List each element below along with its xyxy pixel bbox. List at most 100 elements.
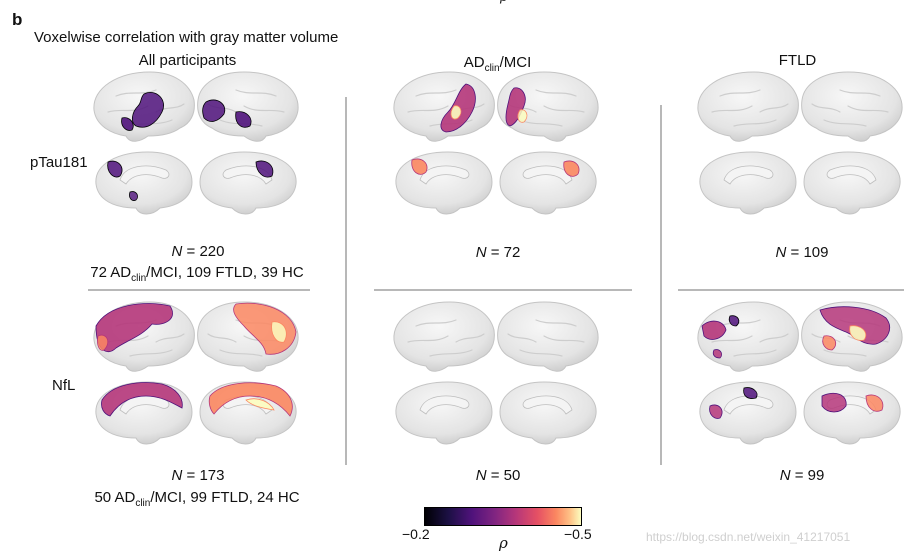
- sulcus-line: [115, 89, 157, 97]
- medial-left-hemisphere: [395, 151, 493, 215]
- correlation-cluster: [202, 99, 226, 122]
- sulcus-line: [759, 333, 789, 343]
- sulcus-line: [219, 349, 263, 357]
- brain-nfl-adclin: [393, 301, 599, 445]
- correlation-cluster: [101, 382, 183, 417]
- panel-letter: b: [12, 10, 23, 29]
- row-label-ptau181: pTau181: [30, 154, 88, 171]
- sulcus-line: [543, 105, 585, 113]
- sulcus-line: [429, 349, 473, 357]
- medial-right-hemisphere: [803, 381, 901, 445]
- column-title-ftld: FTLD: [778, 52, 817, 69]
- sulcus-line: [155, 333, 185, 343]
- sulcus-line: [535, 89, 577, 97]
- correlation-cluster: [245, 398, 275, 411]
- lateral-left-hemisphere: [697, 301, 799, 372]
- lateral-right-hemisphere: [801, 71, 903, 142]
- sulcus-line: [719, 89, 761, 97]
- sulcus-line: [129, 349, 173, 357]
- sulcus-line: [711, 335, 753, 343]
- corpus-callosum-left: [723, 395, 774, 415]
- column-divider-left: [345, 97, 347, 465]
- correlation-cluster: [208, 382, 293, 417]
- corpus-callosum-left: [419, 165, 470, 185]
- sulcus-line: [823, 119, 867, 127]
- sulcus-line: [811, 103, 841, 113]
- correlation-cluster: [822, 335, 837, 351]
- brain-ptau181-all: [93, 71, 299, 215]
- correlation-cluster: [701, 320, 727, 340]
- n-detail-nfl-all: 50 ADclin/MCI, 99 FTLD, 24 HC: [94, 489, 300, 509]
- corpus-callosum-left: [419, 395, 470, 415]
- corpus-callosum-right: [826, 165, 877, 185]
- medial-right-hemisphere: [199, 151, 297, 215]
- brain-ptau181-ftld: [697, 71, 903, 215]
- correlation-cluster: [712, 349, 722, 359]
- corpus-callosum-right: [522, 395, 573, 415]
- correlation-cluster: [107, 160, 123, 178]
- n-nfl-ftld: N = 99: [779, 467, 825, 484]
- sulcus-line: [759, 103, 789, 113]
- row-label-nfl: NfL: [52, 377, 76, 394]
- n-nfl-adclin: N = 50: [475, 467, 521, 484]
- figure-title: Voxelwise correlation with gray matter v…: [34, 29, 339, 46]
- correlation-cluster: [235, 111, 252, 128]
- sulcus-line: [455, 333, 485, 343]
- correlation-cluster: [97, 334, 109, 351]
- correlation-cluster: [505, 87, 526, 127]
- sulcus-line: [733, 119, 777, 127]
- brain-nfl-all: [93, 301, 299, 445]
- brain-nfl-ftld: [697, 301, 903, 445]
- correlation-cluster: [517, 109, 528, 123]
- corpus-callosum-left: [723, 165, 774, 185]
- lateral-left-hemisphere: [697, 71, 799, 142]
- medial-right-hemisphere: [803, 151, 901, 215]
- colorbar-axis-label: ρ: [499, 534, 508, 552]
- column-title-adclin-mci: ADclin/MCI: [463, 54, 532, 74]
- correlation-cluster: [709, 404, 723, 419]
- correlation-cluster: [132, 92, 164, 128]
- colorbar: [424, 507, 582, 526]
- n-ptau181-adclin: N = 72: [475, 244, 521, 261]
- lateral-right-hemisphere: [197, 71, 299, 142]
- colorbar-max-label: −0.5: [564, 526, 592, 542]
- lateral-right-hemisphere: [497, 301, 599, 372]
- correlation-cluster: [563, 160, 580, 177]
- correlation-cluster: [255, 160, 274, 178]
- n-nfl-all: N = 173: [171, 467, 225, 484]
- correlation-cluster: [95, 303, 173, 352]
- brain-ptau181-adclin: [393, 71, 599, 215]
- sulcus-line: [847, 105, 889, 113]
- n-ptau181-ftld: N = 109: [775, 244, 829, 261]
- sulcus-line: [507, 333, 537, 343]
- row-divider-col1: [88, 289, 310, 291]
- sulcus-line: [415, 89, 457, 97]
- sulcus-line: [243, 105, 285, 113]
- corpus-callosum-right: [522, 165, 573, 185]
- correlation-cluster: [411, 158, 428, 175]
- row-divider-col3: [678, 289, 904, 291]
- sulcus-line: [839, 89, 881, 97]
- medial-right-hemisphere: [499, 381, 597, 445]
- column-title-all-participants: All participants: [138, 52, 237, 69]
- sulcus-line: [711, 105, 753, 113]
- correlation-cluster: [821, 392, 847, 413]
- colorbar-min-label: −0.2: [402, 526, 430, 542]
- lateral-right-hemisphere: [497, 71, 599, 142]
- sulcus-line: [543, 335, 585, 343]
- medial-left-hemisphere: [699, 151, 797, 215]
- correlation-cluster: [271, 321, 287, 343]
- sulcus-line: [407, 335, 449, 343]
- medial-left-hemisphere: [699, 381, 797, 445]
- medial-right-hemisphere: [499, 151, 597, 215]
- sulcus-line: [733, 349, 777, 357]
- medial-left-hemisphere: [395, 381, 493, 445]
- lateral-left-hemisphere: [393, 301, 495, 372]
- correlation-cluster: [849, 325, 867, 341]
- sulcus-line: [519, 349, 563, 357]
- sulcus-line: [535, 319, 577, 327]
- correlation-cluster: [743, 387, 758, 399]
- sulcus-line: [823, 349, 867, 357]
- corpus-callosum-left: [119, 165, 170, 185]
- sulcus-line: [207, 333, 237, 343]
